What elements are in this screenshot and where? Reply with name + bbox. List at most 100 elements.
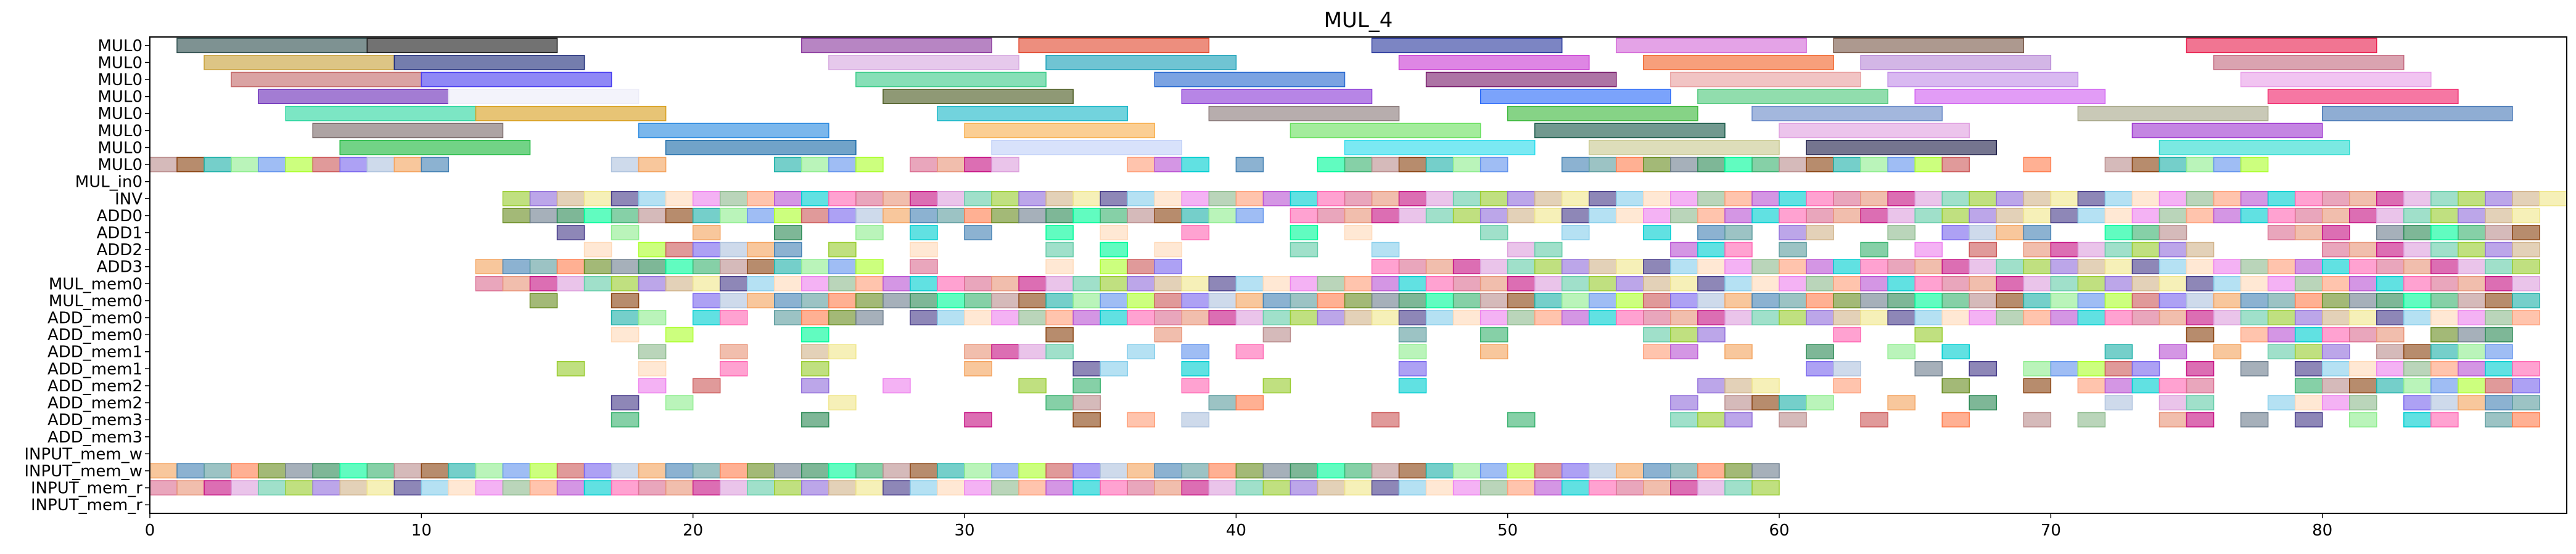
task-bar (1479, 327, 1508, 343)
task-bar (638, 208, 667, 224)
task-bar (665, 140, 857, 155)
task-bar (1860, 190, 1888, 206)
task-bar (1507, 310, 1536, 325)
task-bar (1996, 225, 2025, 240)
task-bar (339, 140, 531, 155)
task-bar (339, 157, 368, 173)
task-bar (1670, 275, 1698, 291)
task-bar (2131, 190, 2160, 206)
task-bar (583, 275, 612, 291)
task-bar (1262, 327, 1291, 343)
task-bar (2158, 190, 2187, 206)
task-bar (611, 225, 640, 240)
task-bar (1616, 259, 1644, 275)
task-bar (1724, 293, 1753, 309)
task-bar (2294, 361, 2323, 377)
task-bar (1643, 55, 1834, 70)
task-bar (1643, 157, 1671, 173)
task-bar (1589, 310, 1617, 325)
task-bar (2240, 157, 2269, 173)
task-bar (2430, 327, 2459, 343)
task-bar (1045, 259, 1074, 275)
task-bar (1479, 310, 1508, 325)
task-bar (2158, 275, 2187, 291)
task-bar (1181, 293, 1210, 309)
task-bar (2512, 361, 2540, 377)
task-bar (1941, 344, 1970, 360)
task-bar (1887, 293, 1916, 309)
task-bar (1670, 71, 1861, 88)
y-tick-label: ADD_mem2 (47, 394, 142, 413)
task-bar (2186, 242, 2215, 258)
task-bar (692, 190, 721, 206)
task-bar (312, 480, 340, 495)
task-bar (2131, 361, 2160, 377)
task-bar (1887, 225, 1916, 240)
task-bar (1072, 361, 1101, 377)
task-bar (2512, 310, 2540, 325)
task-bar (855, 71, 1047, 88)
task-bar (1670, 344, 1698, 360)
task-bar (1860, 293, 1888, 309)
task-bar (2403, 208, 2432, 224)
task-bar (1045, 293, 1074, 309)
task-bar (665, 480, 694, 495)
task-bar (2294, 208, 2323, 224)
task-bar (1589, 275, 1617, 291)
task-bar (2376, 378, 2405, 394)
task-bar (1072, 190, 1101, 206)
task-bar (1344, 208, 1373, 224)
task-bar (1914, 157, 1943, 173)
task-bar (1643, 310, 1671, 325)
task-bar (1562, 275, 1590, 291)
task-bar (1371, 259, 1400, 275)
task-bar (964, 412, 992, 428)
task-bar (2267, 89, 2459, 104)
task-bar (1181, 412, 1210, 428)
task-bar (502, 190, 531, 206)
task-bar (2131, 275, 2160, 291)
task-bar (1697, 378, 1726, 394)
task-bar (2403, 412, 2432, 428)
task-bar (964, 208, 992, 224)
task-bar (1643, 190, 1671, 206)
task-bar (692, 242, 721, 258)
task-bar (910, 463, 938, 479)
task-bar (1045, 55, 1237, 70)
task-bar (719, 208, 748, 224)
task-bar (1452, 463, 1481, 479)
task-bar (719, 259, 748, 275)
task-bar (1887, 208, 1916, 224)
task-bar (583, 480, 612, 495)
task-bar (828, 55, 1019, 70)
task-bar (2050, 293, 2079, 309)
task-bar (1779, 225, 1807, 240)
task-bar (1779, 310, 1807, 325)
task-bar (1452, 208, 1481, 224)
y-tick-label: ADD_mem0 (47, 326, 142, 344)
task-bar (1317, 190, 1346, 206)
task-bar (1100, 361, 1128, 377)
task-bar (2158, 293, 2187, 309)
task-bar (2104, 208, 2133, 224)
task-bar (719, 275, 748, 291)
task-bar (1969, 225, 1998, 240)
task-bar (2240, 259, 2269, 275)
task-bar (1262, 378, 1291, 394)
task-bar (2458, 344, 2486, 360)
task-bar (2104, 190, 2133, 206)
task-bar (1290, 463, 1319, 479)
task-bar (2023, 208, 2052, 224)
task-bar (2321, 225, 2350, 240)
task-bar (2213, 157, 2242, 173)
task-bar (2050, 190, 2079, 206)
task-bar (2267, 293, 2296, 309)
task-bar (1697, 208, 1726, 224)
task-bar (1589, 293, 1617, 309)
task-bar (2267, 344, 2296, 360)
task-bar (1181, 361, 1210, 377)
task-bar (1181, 225, 1210, 240)
task-bar (937, 310, 965, 325)
task-bar (502, 463, 531, 479)
task-bar (1724, 344, 1753, 360)
